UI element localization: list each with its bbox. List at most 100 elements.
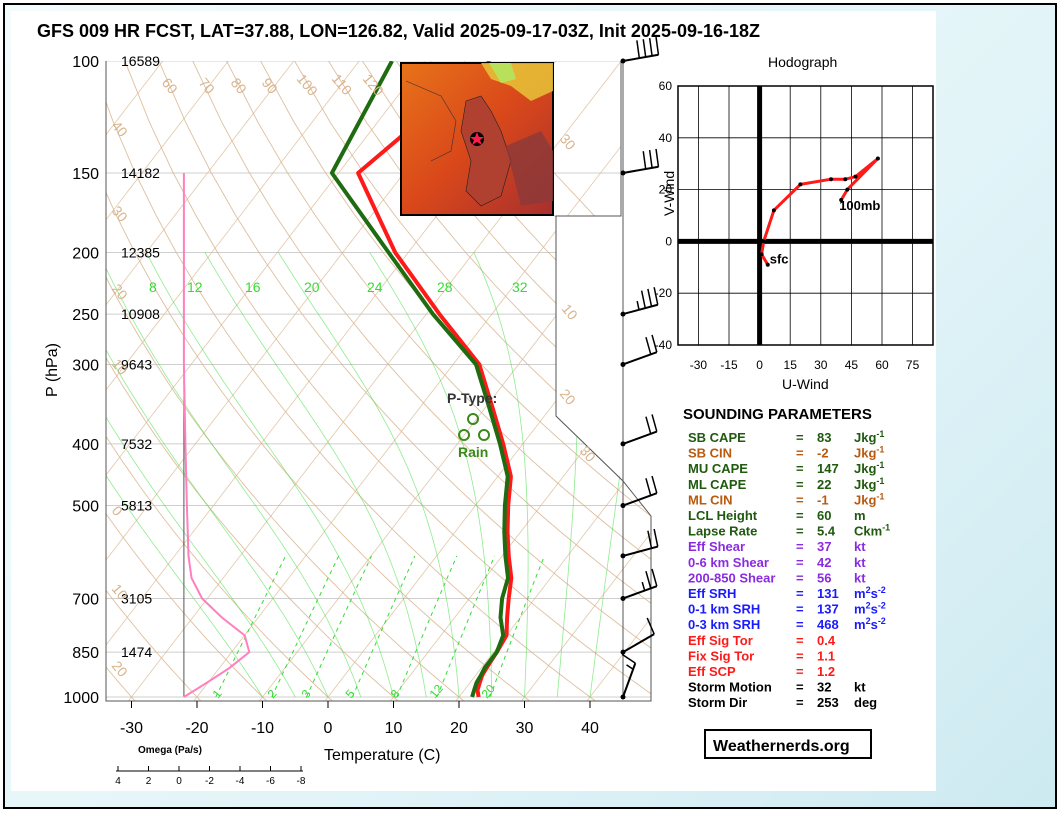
hodograph-point bbox=[853, 174, 858, 179]
hodograph-title: Hodograph bbox=[768, 54, 837, 70]
isotherm-line bbox=[513, 61, 651, 701]
wind-barb-flag bbox=[651, 414, 658, 432]
param-label: Storm Dir bbox=[688, 695, 747, 710]
param-equals: = bbox=[796, 492, 804, 507]
param-label: Eff SRH bbox=[688, 586, 736, 601]
omega-tick-label: -8 bbox=[297, 776, 306, 787]
isotherm-line bbox=[106, 61, 317, 701]
wind-barb-flag bbox=[636, 40, 641, 59]
hodograph-top-label: 100mb bbox=[839, 198, 880, 213]
moist-adiabat bbox=[145, 252, 394, 698]
dry-adiabat bbox=[106, 61, 211, 701]
wind-barbs bbox=[620, 36, 660, 700]
mixing-ratio-label: 32 bbox=[512, 279, 528, 295]
hodograph-x-label: U-Wind bbox=[782, 376, 829, 392]
param-equals: = bbox=[796, 602, 804, 617]
hodograph-y-tick: -40 bbox=[655, 338, 673, 352]
param-unit: kt bbox=[854, 539, 866, 554]
pressure-tick-label: 400 bbox=[72, 437, 99, 454]
param-unit: m2s-2 bbox=[854, 616, 886, 632]
wind-barb-half-flag bbox=[636, 300, 640, 310]
param-unit: deg bbox=[854, 695, 877, 710]
param-label: Eff Shear bbox=[688, 539, 745, 554]
height-label: 7532 bbox=[121, 436, 152, 452]
wind-barb-flag bbox=[647, 530, 653, 549]
hodograph-x-tick: -15 bbox=[720, 358, 738, 372]
sounding-parameters: SOUNDING PARAMETERS SB CAPE = 83 Jkg-1 SB CI… bbox=[683, 406, 890, 710]
dry-adiabat bbox=[124, 61, 651, 701]
wind-barb bbox=[622, 303, 659, 316]
param-unit: Jkg-1 bbox=[854, 445, 884, 461]
isotherm-label: 110 bbox=[329, 71, 356, 99]
wind-barb-flag bbox=[645, 336, 652, 355]
hodograph-point bbox=[771, 208, 776, 213]
moist-adiabat bbox=[277, 252, 460, 698]
param-label: SB CIN bbox=[688, 446, 732, 461]
hodograph-y-tick: 40 bbox=[659, 131, 673, 145]
hodograph-point bbox=[843, 177, 848, 182]
isotherm-label: 30 bbox=[577, 443, 599, 465]
param-equals: = bbox=[796, 680, 804, 695]
wind-barb-flag bbox=[645, 416, 652, 435]
isotherm-line bbox=[106, 61, 448, 701]
hodograph-point bbox=[765, 262, 770, 267]
ptype-value: Rain bbox=[458, 444, 488, 460]
omega-axis: 4 2 0 -2 -4 -6 -8 bbox=[115, 766, 306, 787]
isotherm-line bbox=[251, 61, 651, 701]
mixing-ratio-line bbox=[306, 555, 372, 698]
wind-barb-flag bbox=[645, 571, 652, 589]
dry-adiabat bbox=[226, 61, 651, 701]
moist-adiabat bbox=[106, 252, 263, 698]
isotherm-label: 90 bbox=[259, 75, 281, 97]
omega-tick-label: -2 bbox=[205, 776, 214, 787]
mixing-ratio-label: 20 bbox=[479, 681, 499, 700]
isotherm-line bbox=[106, 61, 382, 701]
omega-tick-label: -4 bbox=[236, 776, 245, 787]
hodograph-y-tick: -20 bbox=[655, 286, 673, 300]
mixing-ratio-line bbox=[271, 555, 340, 698]
param-label: Fix Sig Tor bbox=[688, 648, 754, 663]
hodograph: Hodograph U-Wind V-Wind -30 -15 0 15 30 45 60 7… bbox=[655, 54, 934, 392]
isotherm-label: 20 bbox=[557, 386, 579, 408]
dewpoint-profile bbox=[329, 61, 510, 698]
mixing-ratio-label: 8 bbox=[149, 279, 157, 295]
height-label: 14182 bbox=[121, 165, 160, 181]
height-label: 12385 bbox=[121, 244, 160, 260]
hodograph-sfc-label: sfc bbox=[770, 252, 789, 267]
wind-barb-flag bbox=[653, 528, 659, 547]
param-value: 468 bbox=[817, 617, 839, 632]
hodograph-point bbox=[875, 156, 880, 161]
wind-barb-flag bbox=[653, 287, 659, 305]
param-unit: m bbox=[854, 508, 866, 523]
isotherm-line bbox=[448, 61, 651, 701]
wind-barb-flag bbox=[651, 475, 658, 494]
wind-barb-flag bbox=[655, 36, 660, 55]
isotherm-label: 80 bbox=[228, 75, 250, 97]
param-equals: = bbox=[796, 430, 804, 445]
moist-adiabat bbox=[106, 252, 329, 698]
temperature-tick-label: 20 bbox=[450, 720, 468, 737]
credit-box bbox=[704, 729, 872, 759]
omega-tick-label: 0 bbox=[176, 776, 182, 787]
hodograph-point bbox=[829, 177, 833, 182]
isotherm-label: 10 bbox=[559, 301, 581, 323]
height-label: 1474 bbox=[121, 644, 152, 660]
wind-barb-flag bbox=[640, 290, 646, 309]
pressure-tick-label: 300 bbox=[72, 357, 99, 374]
dry-adiabat bbox=[328, 61, 651, 701]
param-label: SB CAPE bbox=[688, 430, 746, 445]
mixing-ratio-label: 16 bbox=[245, 279, 261, 295]
temperature-tick-label: 40 bbox=[581, 720, 599, 737]
omega-tick-label: -6 bbox=[266, 776, 275, 787]
isotherm-line bbox=[106, 61, 120, 701]
mixing-ratio-line bbox=[215, 555, 287, 698]
temperature-tick-label: 0 bbox=[324, 720, 333, 737]
hodograph-x-tick: 60 bbox=[875, 358, 889, 372]
param-equals: = bbox=[796, 524, 804, 539]
mixing-ratio-label: 20 bbox=[304, 279, 320, 295]
param-label: 0-3 km SRH bbox=[688, 617, 760, 632]
param-unit: Jkg-1 bbox=[854, 476, 884, 492]
param-equals: = bbox=[796, 446, 804, 461]
ptype-label: P-Type: bbox=[447, 390, 497, 406]
param-value: -2 bbox=[817, 446, 829, 461]
